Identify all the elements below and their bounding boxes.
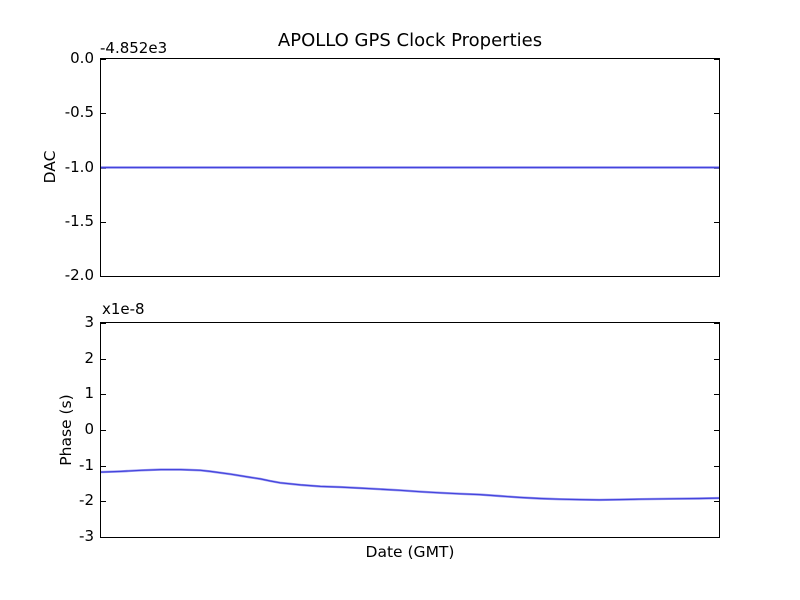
phase-plot-area	[100, 322, 720, 538]
y-tick-label: -1	[79, 455, 94, 474]
y-tick-label: 2	[84, 348, 94, 367]
y-tick-label: 1	[84, 384, 94, 403]
y-tick-label: -3	[79, 527, 94, 545]
y-tick-label: 0.0	[70, 49, 94, 67]
y-tick-label: 0	[84, 420, 94, 438]
series-line-phase	[101, 468, 719, 502]
date-xlabel: Date (GMT)	[365, 543, 455, 561]
y-tick-label: -1.0	[64, 157, 94, 176]
phase-axis-offset-text: x1e-8	[102, 300, 145, 318]
y-tick-label: -2	[79, 491, 94, 510]
y-tick-label: 3	[84, 313, 94, 331]
y-tick-label: -0.5	[64, 103, 94, 122]
plot-svg	[101, 59, 719, 223]
y-tick-label: -1.5	[64, 211, 94, 230]
figure-title: APOLLO GPS Clock Properties	[277, 30, 543, 51]
plot-svg	[101, 323, 719, 502]
dac-plot-area	[100, 58, 720, 277]
y-tick-label: -2.0	[64, 266, 94, 284]
dac-axis-offset-text: -4.852e3	[100, 39, 168, 57]
series-line-phase	[101, 469, 719, 501]
